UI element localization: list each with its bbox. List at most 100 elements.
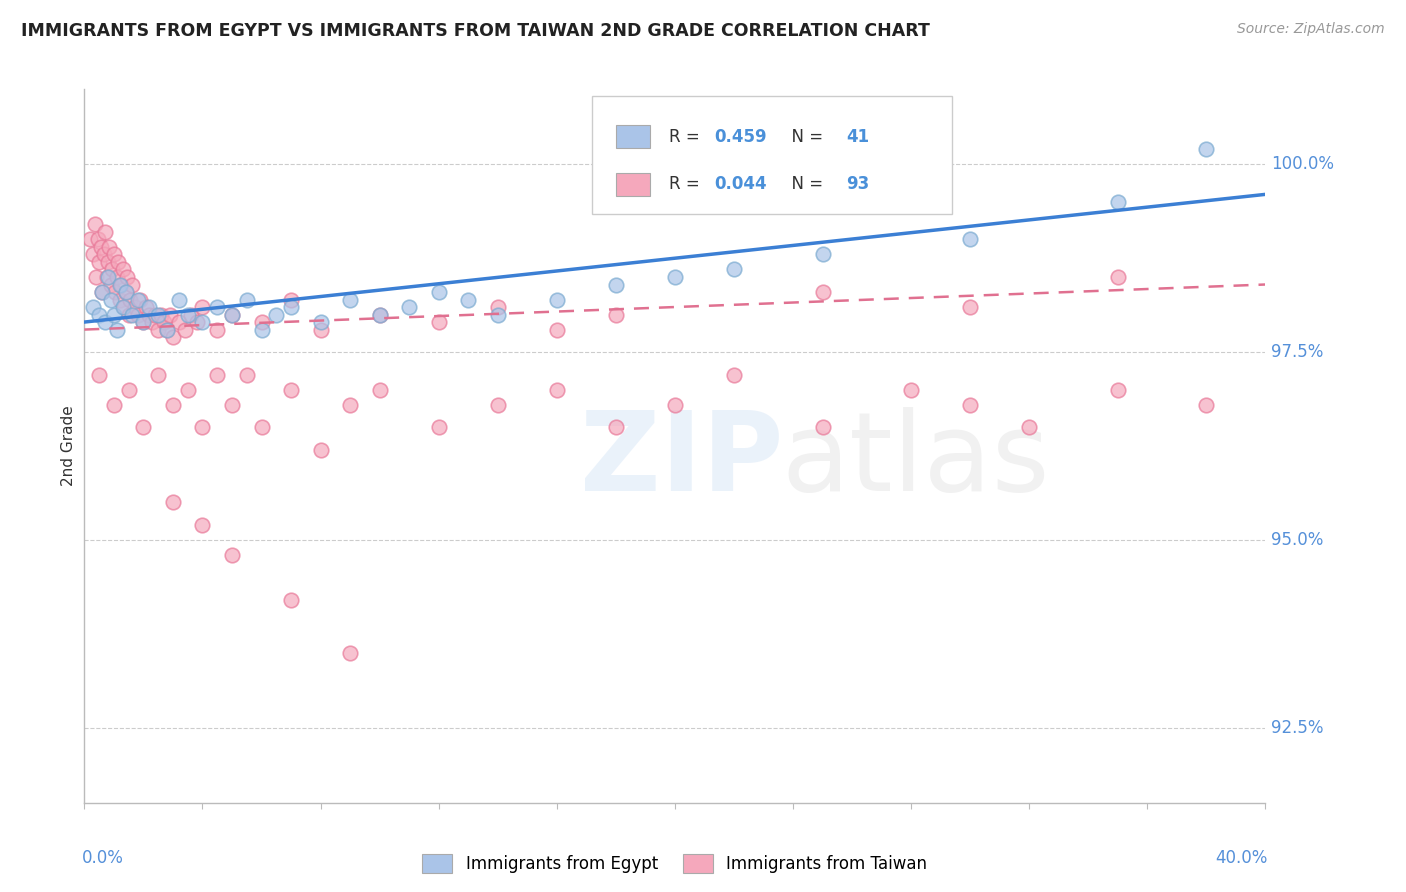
Point: [264, 308, 288, 322]
Text: 0.044: 0.044: [714, 175, 766, 194]
Point: [82, 300, 104, 314]
Point: [186, 315, 208, 329]
Text: R =: R =: [669, 128, 704, 145]
Point: [900, 383, 922, 397]
Point: [959, 398, 981, 412]
Point: [221, 308, 243, 322]
Point: [309, 322, 332, 336]
Point: [132, 315, 155, 329]
Point: [486, 308, 509, 322]
Point: [250, 315, 273, 329]
Text: atlas: atlas: [782, 407, 1050, 514]
Point: [546, 293, 568, 307]
Point: [120, 293, 142, 307]
Point: [156, 322, 179, 336]
Point: [605, 420, 627, 434]
Point: [82, 247, 104, 261]
Point: [110, 277, 132, 292]
Point: [1018, 420, 1040, 434]
Point: [180, 308, 202, 322]
Text: 40.0%: 40.0%: [1215, 849, 1268, 867]
Point: [103, 247, 125, 261]
Point: [339, 293, 361, 307]
Point: [1195, 142, 1218, 156]
Point: [486, 398, 509, 412]
Point: [368, 308, 391, 322]
Point: [129, 293, 152, 307]
Point: [132, 315, 155, 329]
Point: [309, 442, 332, 457]
Point: [221, 548, 243, 562]
Point: [143, 308, 166, 322]
Point: [167, 315, 190, 329]
Text: 0.459: 0.459: [714, 128, 766, 145]
Point: [115, 270, 138, 285]
Text: 97.5%: 97.5%: [1271, 343, 1323, 361]
Point: [91, 285, 114, 299]
Point: [118, 383, 141, 397]
Point: [121, 277, 143, 292]
Point: [86, 232, 108, 246]
Point: [141, 315, 163, 329]
Point: [167, 293, 190, 307]
Point: [138, 308, 160, 322]
Point: [91, 285, 114, 299]
Point: [280, 293, 302, 307]
Point: [205, 368, 228, 382]
Point: [398, 300, 420, 314]
Point: [156, 322, 179, 336]
Point: [100, 293, 122, 307]
Point: [94, 225, 117, 239]
Point: [173, 322, 195, 336]
Point: [105, 270, 128, 285]
Point: [205, 322, 228, 336]
Point: [118, 308, 141, 322]
Point: [162, 495, 184, 509]
Text: 92.5%: 92.5%: [1271, 719, 1324, 737]
Point: [148, 308, 170, 322]
Point: [108, 293, 131, 307]
Point: [83, 218, 105, 232]
Point: [127, 308, 149, 322]
Point: [100, 277, 122, 292]
Point: [94, 315, 117, 329]
Point: [159, 308, 181, 322]
Point: [114, 285, 136, 299]
Text: N =: N =: [782, 175, 828, 194]
Point: [427, 420, 450, 434]
Point: [280, 593, 302, 607]
Point: [105, 322, 128, 336]
Point: [104, 285, 127, 299]
Point: [132, 420, 155, 434]
FancyBboxPatch shape: [592, 96, 952, 214]
Point: [280, 383, 302, 397]
Text: N =: N =: [782, 128, 828, 145]
Point: [959, 300, 981, 314]
Point: [101, 262, 124, 277]
Point: [811, 247, 834, 261]
Point: [177, 383, 200, 397]
Point: [205, 300, 228, 314]
Text: 100.0%: 100.0%: [1271, 155, 1334, 173]
Point: [162, 398, 184, 412]
Point: [723, 262, 745, 277]
Point: [250, 322, 273, 336]
Text: 41: 41: [846, 128, 869, 145]
Point: [457, 293, 479, 307]
Point: [605, 277, 627, 292]
Point: [191, 517, 214, 532]
Point: [664, 270, 686, 285]
Point: [235, 368, 259, 382]
Point: [138, 300, 160, 314]
Point: [368, 383, 391, 397]
Text: ZIP: ZIP: [581, 407, 783, 514]
Point: [546, 383, 568, 397]
Point: [664, 398, 686, 412]
Point: [221, 398, 243, 412]
Point: [811, 285, 834, 299]
Point: [87, 308, 111, 322]
Text: 93: 93: [846, 175, 869, 194]
Point: [162, 330, 184, 344]
Point: [111, 262, 134, 277]
Point: [177, 308, 200, 322]
